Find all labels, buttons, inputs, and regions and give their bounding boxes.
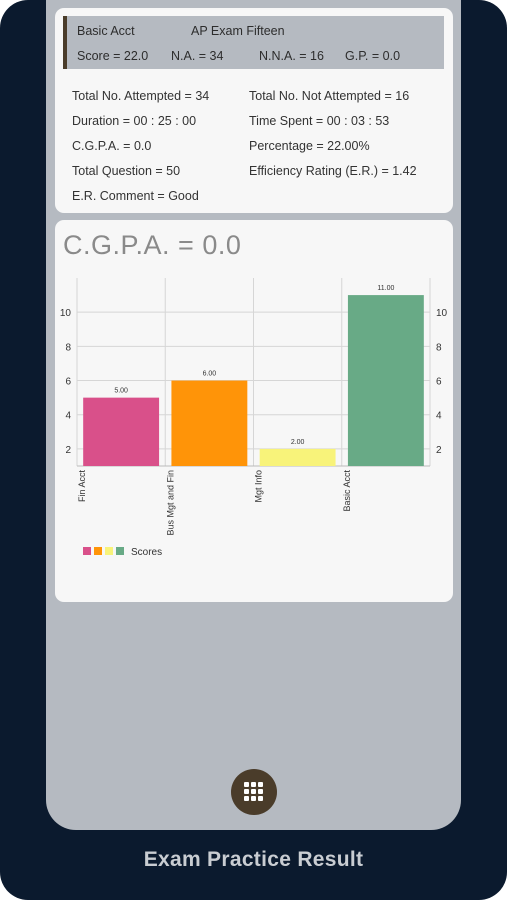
grid-dot	[258, 782, 263, 787]
legend-swatch	[83, 547, 91, 555]
subject-label: Basic Acct	[77, 24, 135, 38]
legend-swatch	[105, 547, 113, 555]
cgpa-stat: C.G.P.A. = 0.0	[72, 139, 152, 153]
gp-label: G.P. = 0.0	[345, 49, 401, 63]
total-not-attempted: Total No. Not Attempted = 16	[249, 89, 410, 103]
summary-card: Basic Acct AP Exam Fifteen Score = 22.0 …	[55, 8, 453, 213]
grid-dot	[251, 789, 256, 794]
bar-0	[83, 397, 160, 466]
category-label: Bus Mgt and Fin	[165, 470, 175, 536]
grid-menu-button[interactable]	[231, 769, 277, 815]
chart-card: C.G.P.A. = 0.0 2 2 4 4 6 6 8 8 10 10 5.00 Fin Acct 6…	[55, 220, 453, 602]
legend-label: Scores	[131, 547, 162, 558]
grid-dot	[258, 789, 263, 794]
y-tick-label-left: 8	[65, 342, 71, 353]
bar-value-label: 5.00	[114, 388, 128, 395]
percentage: Percentage = 22.00%	[249, 139, 370, 153]
chart-title: C.G.P.A. = 0.0	[63, 230, 242, 260]
y-tick-label-right: 10	[436, 308, 448, 319]
na-label: N.A. = 34	[171, 49, 224, 63]
category-label: Mgt Info	[254, 470, 264, 503]
y-tick-label-left: 10	[60, 308, 72, 319]
y-tick-label-right: 4	[436, 411, 442, 422]
bar-1	[171, 380, 248, 466]
bar-value-label: 11.00	[377, 285, 394, 292]
exam-name-label: AP Exam Fifteen	[191, 24, 285, 38]
grid-dot	[258, 796, 263, 801]
y-tick-label-left: 2	[65, 445, 71, 456]
scores-bar-chart: 2 2 4 4 6 6 8 8 10 10 5.00 Fin Acct 6.00 Bus Mgt and …	[60, 278, 448, 558]
total-attempted: Total No. Attempted = 34	[72, 89, 210, 103]
bar-2	[259, 448, 336, 466]
legend-swatch	[94, 547, 102, 555]
grid-dot	[251, 796, 256, 801]
y-tick-label-right: 2	[436, 445, 442, 456]
grid-dot	[251, 782, 256, 787]
nna-label: N.N.A. = 16	[259, 49, 324, 63]
footer-title: Exam Practice Result	[143, 848, 364, 871]
grid-dot	[244, 796, 249, 801]
time-spent: Time Spent = 00 : 03 : 53	[249, 114, 390, 128]
legend-swatch	[116, 547, 124, 555]
bar-value-label: 6.00	[203, 371, 217, 378]
er-comment: E.R. Comment = Good	[72, 189, 199, 203]
efficiency-rating: Efficiency Rating (E.R.) = 1.42	[249, 164, 417, 178]
y-tick-label-right: 8	[436, 342, 442, 353]
duration: Duration = 00 : 25 : 00	[72, 114, 197, 128]
total-question: Total Question = 50	[72, 164, 181, 178]
y-tick-label-right: 6	[436, 377, 442, 388]
category-label: Basic Acct	[342, 470, 352, 512]
bar-value-label: 2.00	[291, 439, 305, 446]
bar-3	[347, 295, 424, 466]
grid-dot	[244, 782, 249, 787]
category-label: Fin Acct	[77, 470, 87, 503]
grid-dot	[244, 789, 249, 794]
y-tick-label-left: 4	[65, 411, 71, 422]
score-label: Score = 22.0	[77, 49, 149, 63]
exam-header: Basic Acct AP Exam Fifteen Score = 22.0 …	[63, 16, 444, 69]
y-tick-label-left: 6	[65, 377, 71, 388]
